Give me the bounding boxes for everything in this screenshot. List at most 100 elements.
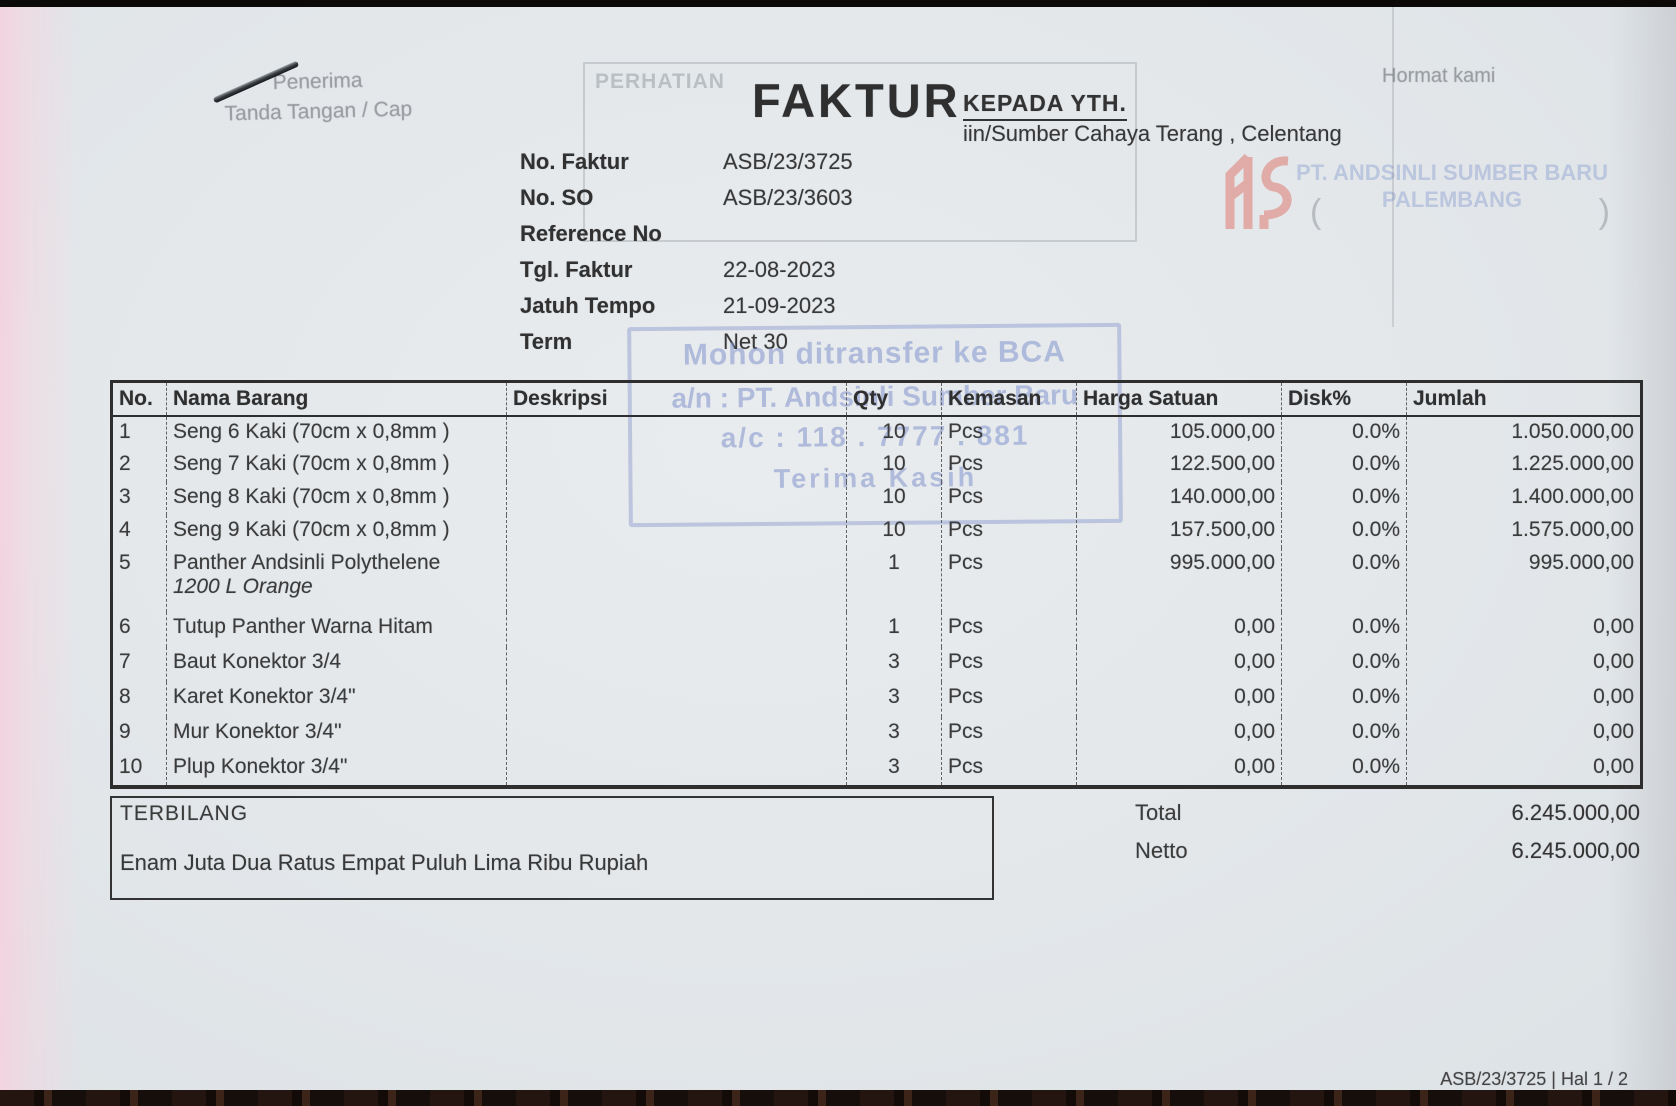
meta-row-reference-no: Reference No [520, 221, 853, 257]
cell-no: 4 [111, 514, 167, 548]
table-row: 8 Karet Konektor 3/4" 3 Pcs 0,00 0.0% 0,00 [111, 681, 1642, 717]
cell-no: 5 [111, 547, 167, 612]
cell-desc [506, 751, 847, 787]
terbilang-label: TERBILANG [120, 802, 249, 825]
line-items-table: No. Nama Barang Deskripsi Qty Kemasan Ha… [110, 380, 1643, 789]
cell-harga: 0,00 [1076, 611, 1282, 647]
col-header-harga: Harga Satuan [1076, 381, 1282, 417]
col-header-deskripsi: Deskripsi [506, 381, 847, 417]
cell-harga: 122.500,00 [1076, 448, 1282, 482]
cell-jumlah: 1.400.000,00 [1511, 484, 1634, 508]
col-header-nama: Nama Barang [166, 381, 507, 417]
company-name-stamp: PT. ANDSINLI SUMBER BARU PALEMBANG [1292, 159, 1612, 213]
cell-harga: 140.000,00 [1076, 481, 1282, 515]
cell-harga: 0,00 [1076, 646, 1282, 682]
cell-name: Seng 6 Kaki (70cm x 0,8mm ) [166, 415, 507, 449]
cell-disk: 0.0% [1281, 514, 1407, 548]
cell-harga: 0,00 [1076, 716, 1282, 752]
terbilang-box: TERBILANG Enam Juta Dua Ratus Empat Pulu… [110, 796, 994, 900]
document-title: FAKTUR [752, 74, 961, 127]
meta-value: ASB/23/3603 [723, 185, 853, 210]
signature-parentheses: ( ) [1310, 193, 1610, 232]
totals-block: Total 6.245.000,00 Netto 6.245.000,00 [1100, 800, 1640, 876]
netto-value: 6.245.000,00 [1511, 838, 1640, 863]
cell-kemasan: Pcs [941, 481, 1077, 515]
cell-no: 1 [111, 415, 167, 449]
meta-value: 22-08-2023 [723, 257, 836, 282]
cell-kemasan: Pcs [941, 448, 1077, 482]
cell-qty: 10 [846, 415, 942, 449]
cell-no: 6 [111, 611, 167, 647]
cell-no: 10 [111, 751, 167, 787]
cell-jumlah: 995.000,00 [1528, 550, 1634, 574]
table-row: 10 Plup Konektor 3/4" 3 Pcs 0,00 0.0% 0,00 [111, 751, 1642, 787]
cell-disk: 0.0% [1281, 448, 1407, 482]
cell-name: Panther Andsinli Polythelene 1200 L Orang… [166, 547, 507, 612]
col-header-disk: Disk% [1281, 381, 1407, 417]
meta-row-tgl-faktur: Tgl. Faktur 22-08-2023 [520, 257, 853, 293]
table-row: 3 Seng 8 Kaki (70cm x 0,8mm ) 10 Pcs 140.000… [111, 481, 1642, 515]
cell-desc [506, 611, 847, 647]
cell-kemasan: Pcs [941, 646, 1077, 682]
cell-disk: 0.0% [1281, 681, 1407, 717]
cell-no: 2 [111, 448, 167, 482]
cell-name: Plup Konektor 3/4" [166, 751, 507, 787]
cell-name: Mur Konektor 3/4" [166, 716, 507, 752]
cell-disk: 0.0% [1281, 716, 1407, 752]
cell-qty: 3 [846, 646, 942, 682]
meta-row-jatuh-tempo: Jatuh Tempo 21-09-2023 [520, 293, 853, 329]
hormat-kami-label: Hormat kami [1382, 65, 1496, 87]
meta-label: No. SO [520, 185, 594, 210]
cell-no: 7 [111, 646, 167, 682]
company-logo-stamp [1225, 153, 1292, 229]
col-header-kemasan: Kemasan [941, 381, 1077, 417]
cell-harga: 0,00 [1076, 751, 1282, 787]
cell-qty: 10 [846, 481, 942, 515]
cell-jumlah: 1.050.000,00 [1511, 419, 1634, 443]
table-row: 2 Seng 7 Kaki (70cm x 0,8mm ) 10 Pcs 122.500… [111, 448, 1642, 482]
table-row: 9 Mur Konektor 3/4" 3 Pcs 0,00 0.0% 0,00 [111, 716, 1642, 752]
table-header-row: No. Nama Barang Deskripsi Qty Kemasan Ha… [111, 381, 1642, 417]
meta-row-term: Term Net 30 [520, 329, 853, 365]
cell-desc [506, 415, 847, 449]
cell-qty: 3 [846, 681, 942, 717]
table-row: 1 Seng 6 Kaki (70cm x 0,8mm ) 10 Pcs 105.000… [111, 415, 1642, 449]
cell-no: 8 [111, 681, 167, 717]
cell-harga: 105.000,00 [1076, 415, 1282, 449]
cell-kemasan: Pcs [941, 611, 1077, 647]
company-stamp-line2: PALEMBANG [1381, 187, 1523, 212]
cell-kemasan: Pcs [941, 681, 1077, 717]
meta-row-no-faktur: No. Faktur ASB/23/3725 [520, 149, 853, 185]
invoice-page: Penerima Tanda Tangan / Cap PERHATIAN FA… [0, 7, 1676, 1090]
cell-harga: 0,00 [1076, 681, 1282, 717]
cell-kemasan: Pcs [941, 716, 1077, 752]
meta-label: Tgl. Faktur [520, 257, 633, 282]
table-row: 7 Baut Konektor 3/4 3 Pcs 0,00 0.0% 0,00 [111, 646, 1642, 682]
cell-desc [506, 481, 847, 515]
cell-desc [506, 448, 847, 482]
meta-label: No. Faktur [520, 149, 629, 174]
table-row: 5 Panther Andsinli Polythelene 1200 L Oran… [111, 547, 1642, 612]
cell-name: Seng 8 Kaki (70cm x 0,8mm ) [166, 481, 507, 515]
total-value: 6.245.000,00 [1511, 800, 1640, 825]
cell-qty: 10 [846, 448, 942, 482]
cell-jumlah: 0,00 [1593, 684, 1634, 708]
paper-crease [1392, 7, 1394, 327]
cell-jumlah: 0,00 [1593, 649, 1634, 673]
cell-no: 3 [111, 481, 167, 515]
table-row: 6 Tutup Panther Warna Hitam 1 Pcs 0,00 0.0% 0,… [111, 611, 1642, 647]
scan-bottom-edge [0, 1090, 1676, 1106]
customer-name: iin/Sumber Cahaya Terang , Celentang [963, 121, 1342, 146]
page-reference: ASB/23/3725 | Hal 1 / 2 [1440, 1069, 1628, 1089]
cell-disk: 0.0% [1281, 415, 1407, 449]
cell-harga: 157.500,00 [1076, 514, 1282, 548]
cell-jumlah: 1.225.000,00 [1511, 451, 1634, 475]
kepada-yth-label: KEPADA YTH. [963, 90, 1127, 121]
table-row: 4 Seng 9 Kaki (70cm x 0,8mm ) 10 Pcs 157.500… [111, 514, 1642, 548]
cell-no: 9 [111, 716, 167, 752]
cell-disk: 0.0% [1281, 751, 1407, 787]
invoice-meta: No. Faktur ASB/23/3725 No. SO ASB/23/360… [520, 149, 853, 365]
cell-jumlah: 0,00 [1593, 614, 1634, 638]
col-header-jumlah: Jumlah [1406, 381, 1642, 417]
meta-value: Net 30 [723, 329, 788, 354]
